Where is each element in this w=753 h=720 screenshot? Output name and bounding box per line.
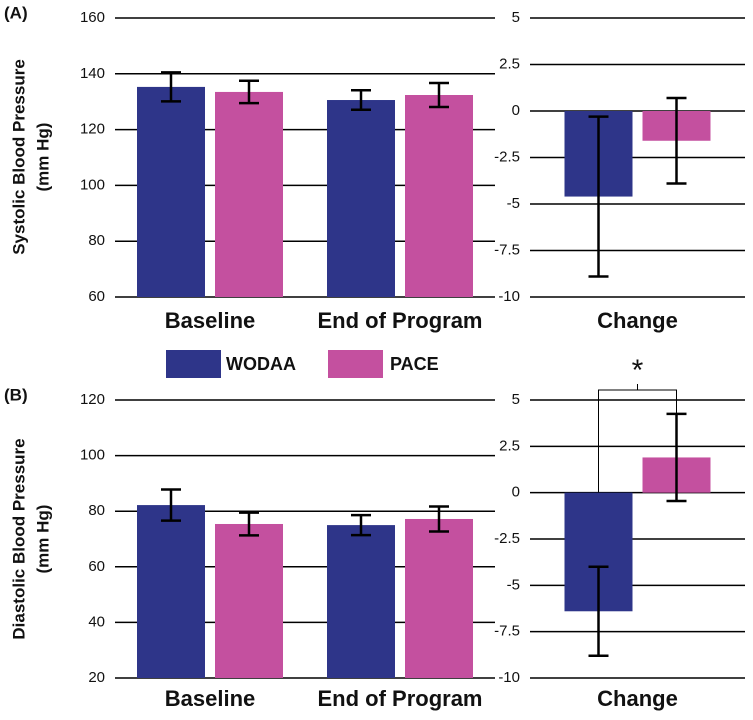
y-tick-label: 80 — [88, 232, 105, 249]
legend-swatch — [328, 350, 383, 378]
y-tick-label: -10 — [498, 669, 520, 686]
y-tick-label: 2.5 — [499, 55, 520, 72]
x-tick-label: Baseline — [165, 308, 256, 333]
error-bar — [429, 505, 449, 533]
y-tick-label: 140 — [80, 65, 105, 82]
y-tick-label: -2.5 — [494, 148, 520, 165]
y-tick-label: -5 — [507, 195, 520, 212]
panel-label: (A) — [4, 3, 28, 22]
legend-label: PACE — [390, 354, 439, 374]
bar — [327, 525, 395, 678]
error-bar — [588, 115, 609, 278]
panel-label: (B) — [4, 385, 28, 404]
error-bar — [351, 513, 371, 537]
error-bar — [239, 511, 259, 537]
x-tick-label: Change — [597, 686, 678, 711]
error-bar — [351, 89, 371, 112]
x-tick-label: Change — [597, 308, 678, 333]
bar — [215, 91, 283, 297]
bar — [327, 100, 395, 297]
y-axis-label: Diastolic Blood Pressure — [9, 438, 28, 639]
annotation: * — [632, 354, 644, 387]
legend-label: WODAA — [226, 354, 296, 374]
y-tick-label: -10 — [498, 288, 520, 305]
y-tick-label: 5 — [512, 391, 520, 408]
error-bar — [239, 79, 259, 105]
error-bar — [161, 488, 181, 522]
y-tick-label: 80 — [88, 502, 105, 519]
x-tick-label: Baseline — [165, 686, 256, 711]
x-tick-label: End of Program — [317, 686, 482, 711]
bar — [405, 95, 473, 297]
error-bar — [588, 565, 609, 658]
y-tick-label: 60 — [88, 288, 105, 305]
error-bar — [161, 71, 181, 103]
error-bar — [429, 81, 449, 109]
y-tick-label: -7.5 — [494, 241, 520, 258]
bar — [137, 86, 205, 298]
y-tick-label: 100 — [80, 176, 105, 193]
bar — [405, 518, 473, 678]
y-tick-label: 40 — [88, 613, 105, 630]
x-tick-label: End of Program — [317, 308, 482, 333]
y-tick-label: 0 — [512, 484, 520, 501]
y-tick-label: 120 — [80, 121, 105, 138]
y-axis-label: (mm Hg) — [33, 505, 52, 574]
y-axis-label: Systolic Blood Pressure — [9, 59, 28, 255]
y-axis-label: (mm Hg) — [33, 123, 52, 192]
error-bar — [666, 96, 687, 185]
y-tick-label: -7.5 — [494, 623, 520, 640]
bar — [215, 523, 283, 678]
y-tick-label: -2.5 — [494, 530, 520, 547]
bar — [137, 505, 205, 678]
y-tick-label: 5 — [512, 9, 520, 26]
y-tick-label: 0 — [512, 102, 520, 119]
y-tick-label: 160 — [80, 9, 105, 26]
y-tick-label: 120 — [80, 391, 105, 408]
y-tick-label: 100 — [80, 447, 105, 464]
y-tick-label: 2.5 — [499, 437, 520, 454]
y-tick-label: -5 — [507, 576, 520, 593]
y-tick-label: 60 — [88, 558, 105, 575]
y-tick-label: 20 — [88, 669, 105, 686]
legend-swatch — [166, 350, 221, 378]
